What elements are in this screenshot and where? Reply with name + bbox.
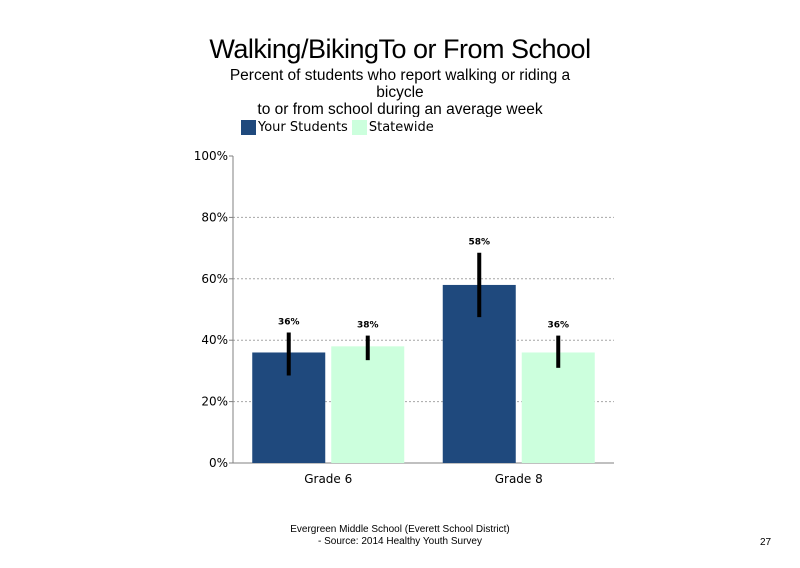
chart-title: Walking/BikingTo or From School [209,34,591,64]
y-tick-label: 0% [209,456,228,470]
legend-swatch [351,120,367,135]
data-label: 58% [468,238,490,248]
data-label: 38% [357,321,379,331]
y-tick-label: 20% [201,395,228,409]
y-tick-label: 40% [201,333,228,347]
footer-school: Evergreen Middle School (Everett School … [290,524,510,535]
chart-legend: Your Students Statewide [241,119,438,136]
x-tick-label: Grade 8 [495,472,543,486]
y-tick-label: 60% [201,272,228,286]
bar [521,352,595,463]
legend-label: Your Students [258,120,348,135]
legend-label: Statewide [368,120,434,135]
subtitle-line: to or from school during an average week [257,101,543,117]
page-number: 27 [760,537,772,548]
footer-source-line: - Source: 2014 Healthy Youth Survey [318,536,482,547]
subtitle-line: Percent of students who report walking o… [229,67,571,84]
chart-subtitle: Percent of students who report walking o… [200,67,600,117]
data-label: 36% [278,318,300,328]
bar [331,346,405,463]
footer-source: Evergreen Middle School (Everett School … [240,524,560,548]
y-tick-label: 100% [194,149,228,163]
legend-item-statewide: Statewide [351,120,434,135]
data-label: 36% [547,321,569,331]
legend-item-your-students: Your Students [241,120,348,135]
x-tick-label: Grade 6 [304,472,352,486]
subtitle-line: bicycle [376,84,424,101]
y-tick-label: 80% [201,210,228,224]
legend-swatch [241,120,256,135]
